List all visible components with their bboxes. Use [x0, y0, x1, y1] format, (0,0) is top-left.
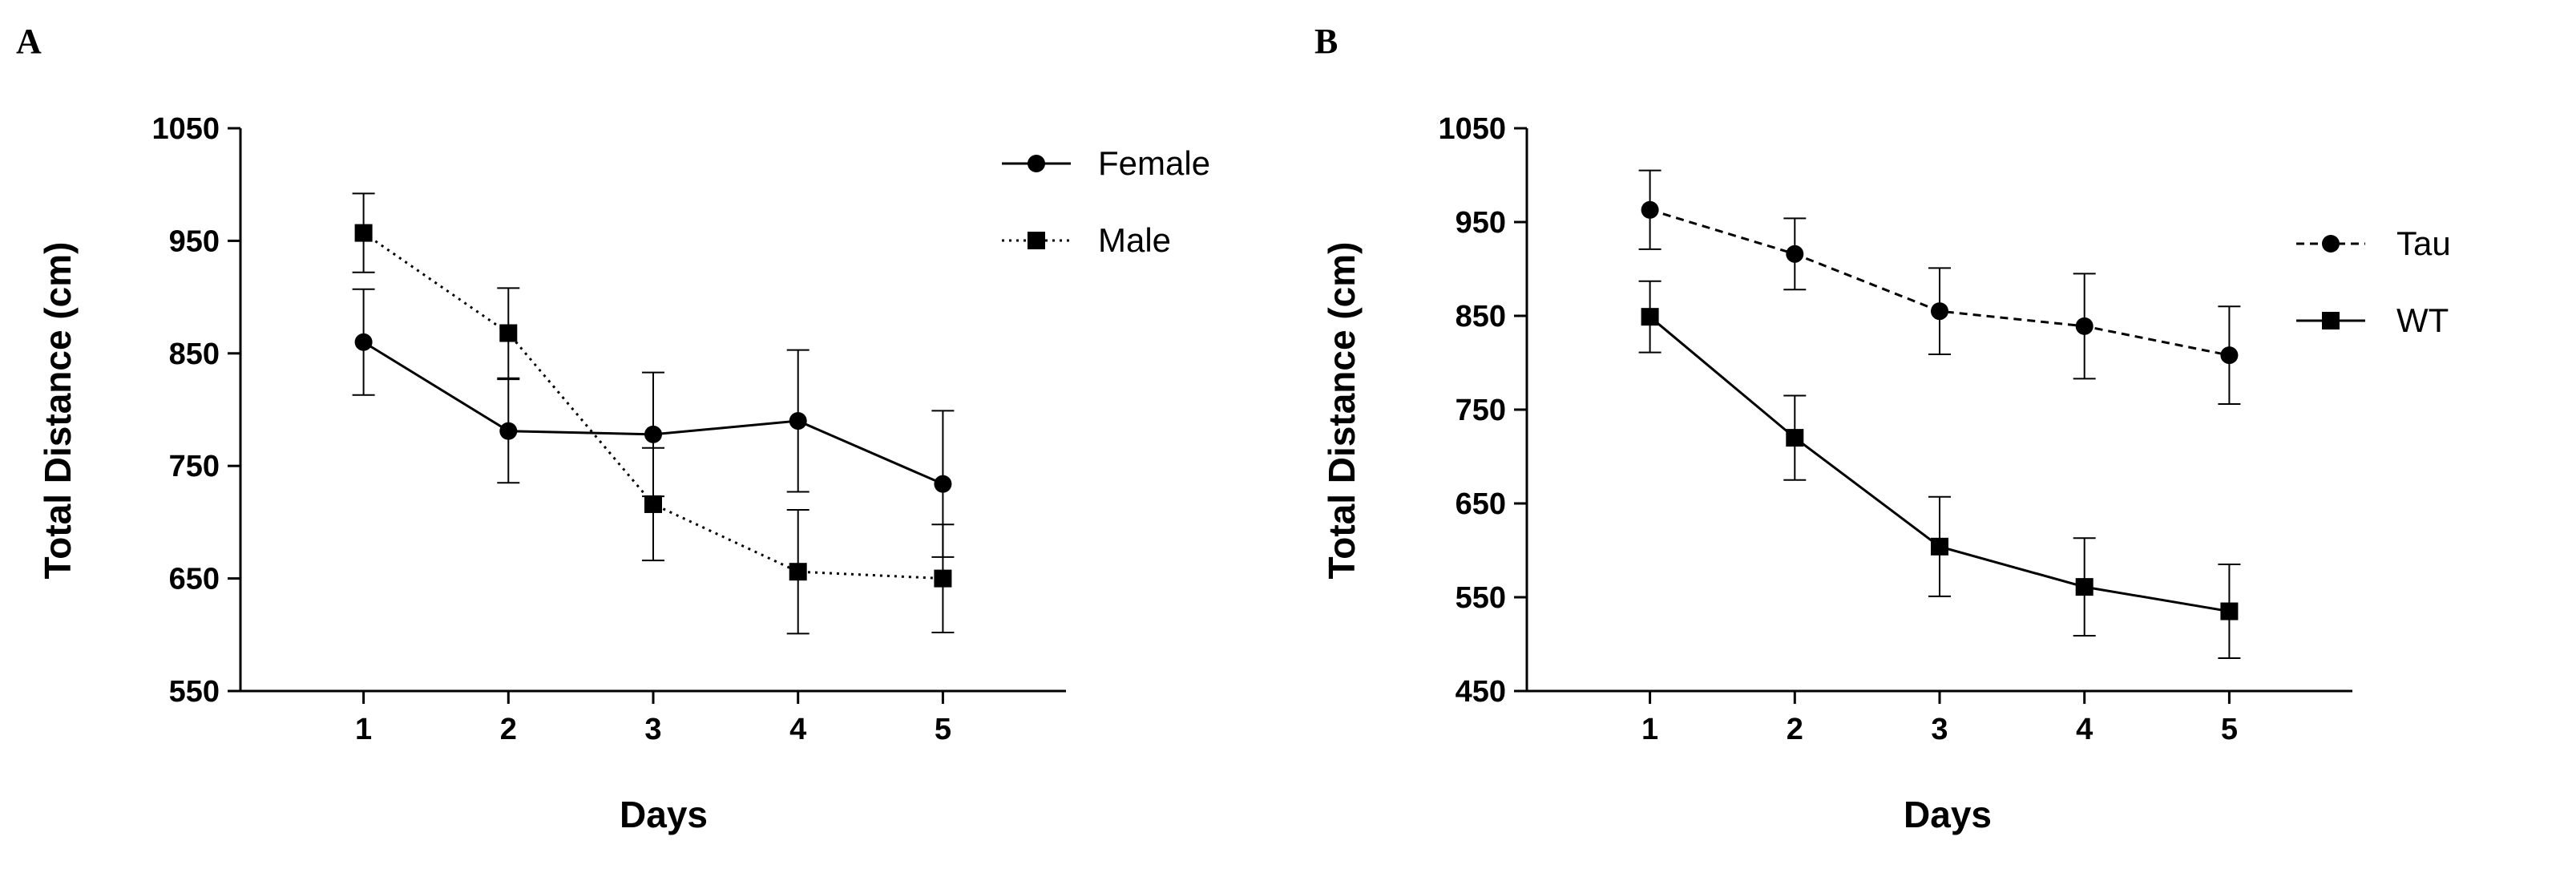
x-tick-label: 4	[789, 713, 806, 746]
data-point	[2075, 317, 2094, 335]
panel-b: B Days Total Distance (cm) 450 550 650 750 8…	[1314, 22, 2451, 835]
y-tick-label: 750	[1456, 394, 1506, 427]
series-layer	[352, 192, 955, 635]
data-point	[1641, 200, 1659, 219]
data-point	[789, 412, 807, 430]
y-tick-label: 850	[1456, 300, 1506, 333]
data-point	[354, 333, 373, 351]
y-tick-label: 1050	[1438, 112, 1506, 146]
data-point	[934, 475, 952, 493]
panel-label: A	[16, 22, 42, 61]
legend-label: Tau	[2396, 224, 2451, 262]
legend-label: Male	[1098, 221, 1171, 259]
y-tick-label: 950	[1456, 206, 1506, 240]
data-point	[644, 495, 662, 513]
data-point	[2220, 346, 2239, 365]
data-point	[354, 224, 373, 242]
series-wt	[1638, 280, 2241, 660]
legend-label: Female	[1098, 144, 1210, 182]
y-tick-label: 650	[169, 563, 220, 596]
x-axis-title: Days	[1904, 794, 1992, 835]
series-male	[352, 192, 955, 635]
legend-marker	[2322, 312, 2340, 329]
axes: 450 550 650 750 850 950 1050 1 2 3 4 5	[1438, 112, 2352, 746]
x-tick-label: 5	[935, 713, 951, 746]
series-layer	[1638, 169, 2241, 660]
legend: Tau WT	[2296, 224, 2451, 339]
data-point	[934, 569, 952, 588]
y-axis-title: Total Distance (cm)	[1321, 242, 1363, 580]
data-point	[1931, 537, 1948, 556]
data-point	[499, 422, 518, 440]
x-tick-label: 2	[1787, 713, 1803, 746]
legend-item-tau: Tau	[2296, 224, 2451, 262]
data-point	[2075, 578, 2094, 596]
legend-marker	[1028, 155, 1045, 172]
legend-item-male: Male	[1002, 221, 1171, 259]
x-tick-label: 3	[1931, 713, 1948, 746]
data-point	[2220, 602, 2239, 620]
data-point	[1786, 429, 1804, 447]
x-axis-title: Days	[620, 794, 708, 835]
y-tick-label: 550	[169, 675, 220, 709]
x-tick-label: 1	[355, 713, 372, 746]
x-tick-label: 3	[644, 713, 661, 746]
data-point	[644, 425, 662, 443]
panel-label: B	[1314, 22, 1338, 61]
y-tick-label: 850	[169, 337, 220, 371]
y-tick-label: 450	[1456, 675, 1506, 709]
y-tick-label: 1050	[151, 112, 220, 146]
x-tick-label: 1	[1641, 713, 1658, 746]
y-tick-label: 550	[1456, 581, 1506, 615]
legend: Female Male	[1002, 144, 1210, 259]
legend-item-female: Female	[1002, 144, 1210, 182]
legend-label: WT	[2396, 301, 2449, 339]
data-point	[789, 563, 807, 581]
y-tick-label: 650	[1456, 487, 1506, 521]
series-tau	[1638, 169, 2241, 405]
x-tick-label: 2	[500, 713, 517, 746]
series-female	[352, 288, 955, 558]
x-tick-label: 5	[2221, 713, 2238, 746]
legend-marker	[1028, 232, 1045, 249]
data-point	[1786, 245, 1804, 263]
panel-a: A Days Total Distance (cm) 550 650 750 850 9…	[16, 22, 1210, 835]
axes: 550 650 750 850 950 1050 1 2 3 4 5	[151, 112, 1066, 746]
data-point	[1931, 302, 1948, 321]
y-tick-label: 950	[169, 224, 220, 258]
y-axis-title: Total Distance (cm)	[37, 242, 79, 580]
series-line	[362, 232, 943, 580]
legend-marker	[2322, 235, 2340, 253]
y-tick-label: 750	[169, 450, 220, 483]
legend-item-wt: WT	[2296, 301, 2449, 339]
data-point	[499, 324, 518, 342]
x-tick-label: 4	[2076, 713, 2093, 746]
data-point	[1641, 308, 1659, 326]
